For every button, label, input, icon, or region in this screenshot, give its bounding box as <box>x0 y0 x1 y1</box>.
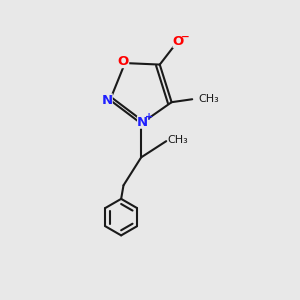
Text: CH₃: CH₃ <box>198 94 219 104</box>
Text: CH₃: CH₃ <box>168 135 188 145</box>
Text: +: + <box>145 112 154 122</box>
Text: −: − <box>181 32 190 42</box>
Text: O: O <box>173 35 184 48</box>
Text: N: N <box>137 116 148 128</box>
Text: O: O <box>118 55 129 68</box>
Text: N: N <box>101 94 113 106</box>
